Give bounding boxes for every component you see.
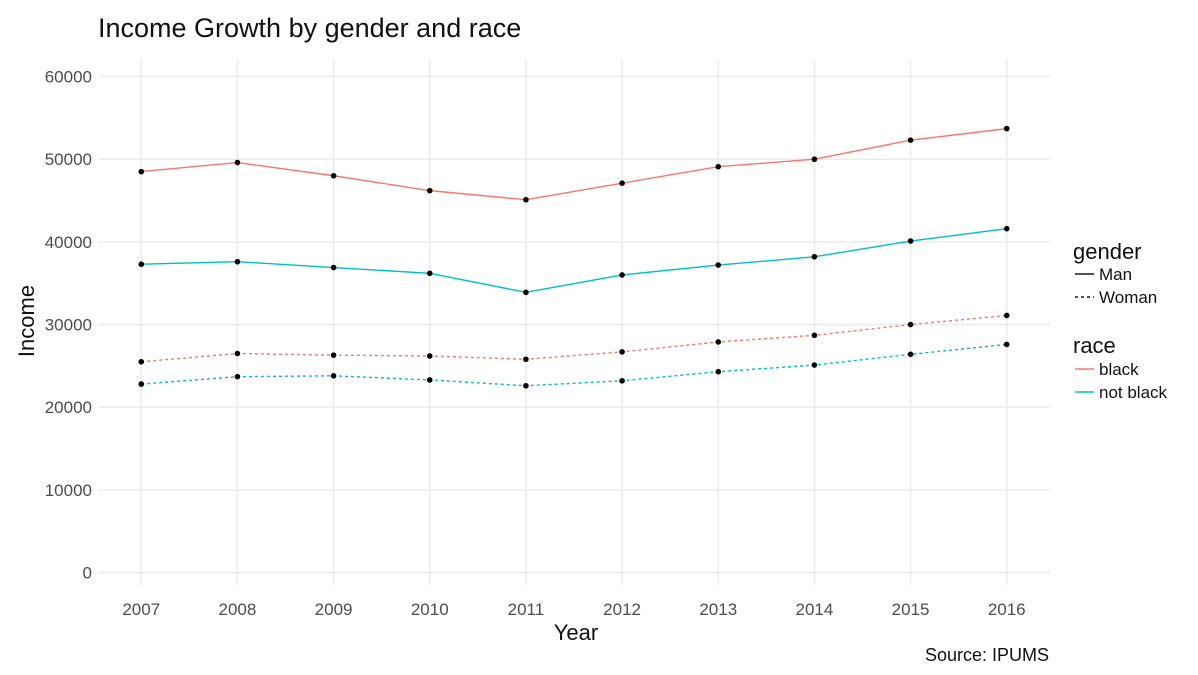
y-axis-tick-labels: 0 10000 20000 30000 40000 50000 60000 [45, 68, 92, 583]
legend-label-not-black: not black [1099, 383, 1168, 402]
x-tick-label: 2012 [603, 600, 641, 619]
series-line-woman-black [141, 314, 1007, 363]
series-lines [141, 127, 1007, 387]
series-line-man-black [141, 127, 1007, 201]
data-point-man-not-black [715, 262, 722, 268]
data-point-woman-not-black [619, 377, 625, 384]
y-tick-label: 40000 [45, 233, 92, 252]
data-point-woman-black [523, 356, 529, 363]
y-tick-label: 60000 [45, 68, 92, 87]
legend-race-title: race [1073, 333, 1116, 358]
x-axis-tick-labels: 2007 2008 2009 2010 2011 2012 2013 2014 2015 2016 [122, 600, 1025, 619]
data-point-woman-not-black [138, 381, 145, 387]
data-point-woman-black [715, 339, 722, 345]
data-point-man-black [330, 172, 337, 179]
legend-label-man: Man [1099, 265, 1132, 284]
legend-gender-title: gender [1073, 239, 1142, 264]
data-point-woman-not-black [715, 368, 722, 375]
data-point-man-not-black [811, 253, 818, 260]
data-point-man-black [715, 163, 722, 170]
x-tick-label: 2007 [122, 600, 160, 619]
y-tick-label: 10000 [45, 481, 92, 500]
y-axis-title: Income [14, 285, 39, 357]
y-tick-label: 50000 [45, 150, 92, 169]
data-point-woman-not-black [234, 373, 241, 380]
x-tick-label: 2010 [411, 600, 449, 619]
data-point-man-not-black [523, 289, 529, 296]
data-point-woman-not-black [907, 351, 914, 358]
x-tick-label: 2016 [988, 600, 1026, 619]
x-tick-label: 2015 [892, 600, 930, 619]
y-tick-label: 30000 [45, 316, 92, 335]
data-point-woman-not-black [523, 382, 529, 389]
legend-gender: gender Man Woman [1073, 239, 1157, 307]
legend-label-woman: Woman [1099, 288, 1157, 307]
data-point-man-not-black [619, 272, 625, 278]
x-tick-label: 2013 [699, 600, 737, 619]
data-point-woman-not-black [426, 377, 433, 383]
series-line-woman-not-black [141, 343, 1007, 387]
data-point-man-black [138, 168, 145, 175]
chart-title: Income Growth by gender and race [98, 13, 521, 43]
data-point-man-not-black [907, 238, 914, 244]
y-tick-label: 0 [83, 564, 92, 583]
data-point-man-not-black [426, 270, 433, 277]
data-point-man-black [1003, 125, 1010, 132]
y-tick-label: 20000 [45, 398, 92, 417]
data-point-woman-not-black [330, 373, 337, 379]
chart-caption: Source: IPUMS [925, 645, 1049, 665]
data-point-man-not-black [1003, 225, 1010, 232]
data-point-woman-black [426, 353, 433, 359]
data-point-woman-black [330, 352, 337, 358]
data-points [138, 125, 1010, 389]
data-point-woman-black [138, 358, 145, 365]
data-point-man-black [811, 156, 818, 163]
gridlines [98, 60, 1050, 585]
data-point-man-black [426, 187, 433, 194]
data-point-man-not-black [138, 261, 145, 268]
x-tick-label: 2009 [315, 600, 353, 619]
data-point-woman-black [234, 350, 241, 357]
legend-label-black: black [1099, 360, 1139, 379]
series-line-man-not-black [141, 227, 1007, 294]
data-point-man-black [234, 159, 241, 166]
x-tick-label: 2014 [795, 600, 833, 619]
data-point-woman-not-black [1003, 341, 1010, 348]
data-point-woman-not-black [811, 362, 818, 368]
x-axis-title: Year [554, 620, 598, 645]
data-point-woman-black [907, 321, 914, 328]
data-point-woman-black [1003, 312, 1010, 319]
x-tick-label: 2011 [508, 600, 545, 619]
data-point-man-not-black [330, 264, 337, 271]
legend-race: race black not black [1073, 333, 1168, 402]
data-point-man-black [907, 137, 914, 143]
data-point-woman-black [619, 349, 625, 355]
data-point-man-black [619, 180, 625, 186]
data-point-woman-black [811, 332, 818, 339]
data-point-man-black [523, 196, 529, 203]
x-tick-label: 2008 [219, 600, 257, 619]
data-point-man-not-black [234, 258, 241, 265]
